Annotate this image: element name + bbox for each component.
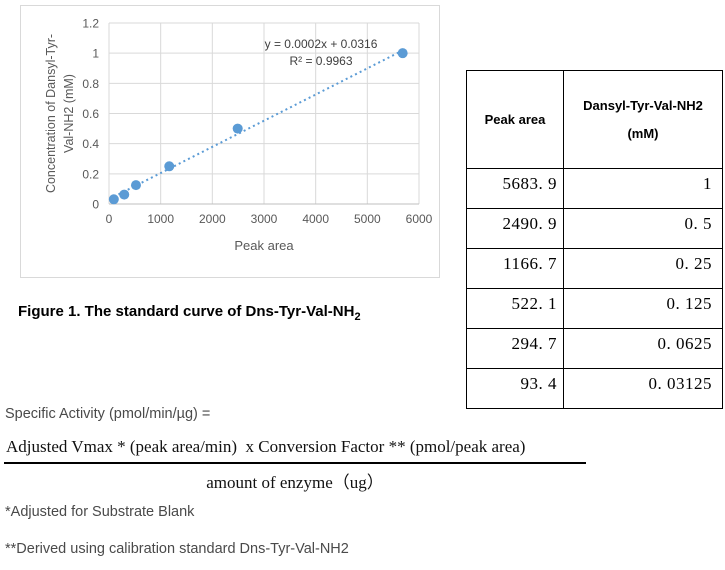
concentration-value: 1	[563, 168, 723, 209]
table-row: 1166. 7 0. 25	[466, 248, 723, 289]
trendline	[113, 49, 404, 198]
standard-curve-chart: 0 1000 2000 3000 4000 5000 6000 0 0.2 0.4 0.6 0.8 1 1…	[20, 5, 440, 278]
x-tick-label: 0	[106, 212, 113, 226]
y-tick-label: 1.2	[82, 17, 99, 31]
concentration-value: 0. 03125	[563, 368, 723, 409]
peak-area-header: Peak area	[466, 70, 564, 169]
scatter-point	[232, 123, 243, 134]
x-tick-label: 6000	[406, 212, 433, 226]
concentration-header-line2: (mM)	[627, 126, 659, 141]
concentration-value: 0. 25	[563, 248, 723, 289]
y-tick-label: 0.2	[82, 167, 99, 181]
standard-curve-svg: 0 1000 2000 3000 4000 5000 6000 0 0.2 0.4 0.6 0.8 1 1…	[44, 17, 433, 254]
peak-area-value: 522. 1	[466, 288, 564, 329]
footnote-calibration-standard: **Derived using calibration standard Dns…	[5, 541, 349, 557]
peak-area-value: 93. 4	[466, 368, 564, 409]
scatter-point	[164, 161, 175, 172]
figure-caption-subscript: 2	[354, 311, 361, 323]
concentration-value: 0. 5	[563, 208, 723, 249]
y-tick-label: 0	[92, 198, 99, 212]
table-row: 294. 7 0. 0625	[466, 328, 723, 369]
x-tick-label: 5000	[354, 212, 381, 226]
scatter-point	[397, 48, 408, 59]
formula-numerator: Adjusted Vmax * (peak area/min) x Conver…	[4, 437, 586, 464]
calibration-table: Peak area Dansyl-Tyr-Val-NH2 (mM) 5683. …	[466, 70, 723, 409]
concentration-header: Dansyl-Tyr-Val-NH2 (mM)	[563, 70, 723, 169]
trendline-equation: y = 0.0002x + 0.0316	[265, 37, 378, 51]
table-row: 5683. 9 1	[466, 168, 723, 209]
y-tick-label: 1	[92, 47, 99, 61]
trendline-r-squared: R² = 0.9963	[289, 54, 352, 68]
concentration-header-line1: Dansyl-Tyr-Val-NH2	[583, 98, 703, 113]
x-tick-label: 4000	[302, 212, 329, 226]
concentration-value: 0. 125	[563, 288, 723, 329]
table-row: 2490. 9 0. 5	[466, 208, 723, 249]
x-tick-label: 3000	[251, 212, 278, 226]
table-row: 522. 1 0. 125	[466, 288, 723, 329]
y-axis-title-line1: Concentration of Dansyl-Tyr-	[44, 34, 58, 193]
peak-area-value: 5683. 9	[466, 168, 564, 209]
x-tick-label: 2000	[199, 212, 226, 226]
y-tick-label: 0.8	[82, 77, 99, 91]
peak-area-value: 2490. 9	[466, 208, 564, 249]
footnote-substrate-blank: *Adjusted for Substrate Blank	[5, 504, 195, 520]
figure-caption-text: Figure 1. The standard curve of Dns-Tyr-…	[18, 303, 355, 320]
scatter-point	[108, 194, 119, 205]
y-axis-title-line2: Val-NH2 (mM)	[62, 74, 76, 153]
peak-area-value: 294. 7	[466, 328, 564, 369]
scatter-point	[119, 189, 130, 200]
figure-caption: Figure 1. The standard curve of Dns-Tyr-…	[18, 303, 361, 323]
formula-denominator: amount of enzyme（ug）	[206, 473, 384, 492]
x-tick-label: 1000	[147, 212, 174, 226]
y-tick-label: 0.4	[82, 137, 99, 151]
table-header-row: Peak area Dansyl-Tyr-Val-NH2 (mM)	[466, 70, 723, 169]
y-tick-label: 0.6	[82, 107, 99, 121]
specific-activity-label: Specific Activity (pmol/min/µg) =	[5, 406, 211, 422]
activity-formula: Adjusted Vmax * (peak area/min) x Conver…	[4, 437, 586, 493]
x-axis-title: Peak area	[234, 238, 294, 253]
peak-area-value: 1166. 7	[466, 248, 564, 289]
concentration-value: 0. 0625	[563, 328, 723, 369]
table-row: 93. 4 0. 03125	[466, 368, 723, 409]
scatter-point	[130, 180, 141, 191]
